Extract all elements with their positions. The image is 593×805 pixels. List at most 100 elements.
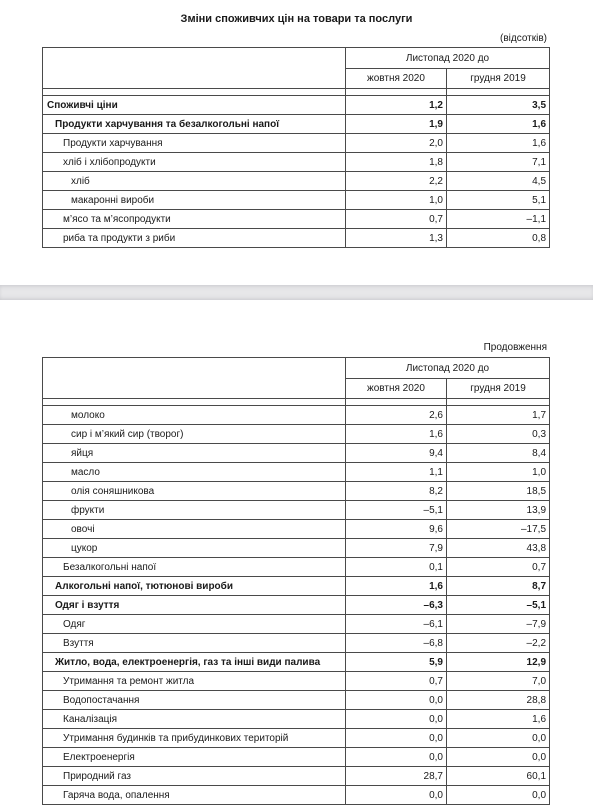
row-label: цукор [42, 538, 346, 558]
row-label: Утримання будинків та прибудинкових тери… [42, 728, 346, 748]
row-label: Безалкогольні напої [42, 557, 346, 577]
table-row: Електроенергія 0,0 0,0 [42, 747, 551, 767]
table-row: фрукти –5,1 13,9 [42, 500, 551, 520]
row-label: яйця [42, 443, 346, 463]
row-value-dec-2019: 7,0 [445, 671, 551, 691]
row-label: Взуття [42, 633, 346, 653]
row-label: м’ясо та м’ясопродукти [42, 209, 346, 229]
header-row-columns: жовтня 2020 грудня 2019 [43, 68, 551, 89]
row-label: Споживчі ціни [42, 95, 346, 115]
table-row: хліб 2,2 4,5 [42, 171, 551, 191]
row-value-dec-2019: 0,0 [445, 747, 551, 767]
table-row: Одяг і взуття –6,3 –5,1 [42, 595, 551, 615]
table-row: масло 1,1 1,0 [42, 462, 551, 482]
row-value-prev-month: 0,0 [345, 690, 447, 710]
row-label: фрукти [42, 500, 346, 520]
row-value-prev-month: 28,7 [345, 766, 447, 786]
row-value-dec-2019: 0,3 [445, 424, 551, 444]
row-label: Електроенергія [42, 747, 346, 767]
table-row: Продукти харчування та безалкогольні нап… [42, 114, 551, 134]
row-label: Каналізація [42, 709, 346, 729]
table-row: молоко 2,6 1,7 [42, 405, 551, 425]
table-row: Споживчі ціни 1,2 3,5 [42, 95, 551, 115]
row-label: Житло, вода, електроенергія, газ та інші… [42, 652, 346, 672]
row-value-dec-2019: –2,2 [445, 633, 551, 653]
header-col-prev-month: жовтня 2020 [345, 68, 447, 89]
table-row: макаронні вироби 1,0 5,1 [42, 190, 551, 210]
row-value-prev-month: 1,2 [345, 95, 447, 115]
row-value-prev-month: 1,6 [345, 424, 447, 444]
continuation-note: Продовження [483, 342, 547, 353]
price-change-table-page-2: Листопад 2020 до жовтня 2020 грудня 2019… [42, 357, 551, 805]
row-label: хліб [42, 171, 346, 191]
row-value-prev-month: 9,6 [345, 519, 447, 539]
table-row: м’ясо та м’ясопродукти 0,7 –1,1 [42, 209, 551, 229]
header-row-group: Листопад 2020 до [42, 47, 551, 89]
table-row: Утримання та ремонт житла 0,7 7,0 [42, 671, 551, 691]
row-value-prev-month: 0,0 [345, 747, 447, 767]
row-label: Продукти харчування [42, 133, 346, 153]
table-row: олія соняшникова 8,2 18,5 [42, 481, 551, 501]
row-value-dec-2019: 8,7 [445, 576, 551, 596]
row-value-prev-month: 0,0 [345, 785, 447, 805]
document-page-2: Продовження Листопад 2020 до жовтня 2020… [0, 300, 593, 805]
row-value-prev-month: 2,6 [345, 405, 447, 425]
row-value-prev-month: 2,2 [345, 171, 447, 191]
row-label: олія соняшникова [42, 481, 346, 501]
row-label: Природний газ [42, 766, 346, 786]
table-row: Гаряча вода, опалення 0,0 0,0 [42, 785, 551, 805]
row-value-dec-2019: 12,9 [445, 652, 551, 672]
table-row: Утримання будинків та прибудинкових тери… [42, 728, 551, 748]
row-label: Продукти харчування та безалкогольні нап… [42, 114, 346, 134]
row-label: макаронні вироби [42, 190, 346, 210]
row-value-prev-month: 0,7 [345, 209, 447, 229]
price-change-table-page-1: Листопад 2020 до жовтня 2020 грудня 2019… [42, 47, 551, 248]
table-row: Природний газ 28,7 60,1 [42, 766, 551, 786]
row-value-dec-2019: 4,5 [445, 171, 551, 191]
row-label: хліб і хлібопродукти [42, 152, 346, 172]
table-body-page-1: Споживчі ціни 1,2 3,5 Продукти харчування т… [42, 95, 551, 248]
row-value-dec-2019: –5,1 [445, 595, 551, 615]
row-value-dec-2019: 1,7 [445, 405, 551, 425]
header-col-dec-2019: грудня 2019 [445, 68, 551, 89]
row-value-prev-month: 2,0 [345, 133, 447, 153]
row-label: сир і м’який сир (творог) [42, 424, 346, 444]
document-page-1: Зміни споживчих цін на товари та послуги… [0, 0, 593, 285]
row-value-prev-month: 1,1 [345, 462, 447, 482]
row-value-dec-2019: 0,7 [445, 557, 551, 577]
row-label: Одяг [42, 614, 346, 634]
row-value-prev-month: 0,7 [345, 671, 447, 691]
row-value-dec-2019: 0,0 [445, 728, 551, 748]
spacer-row [42, 398, 551, 406]
table-row: Взуття –6,8 –2,2 [42, 633, 551, 653]
document-title: Зміни споживчих цін на товари та послуги [180, 13, 413, 25]
row-label: овочі [42, 519, 346, 539]
row-value-dec-2019: 18,5 [445, 481, 551, 501]
row-value-prev-month: –6,3 [345, 595, 447, 615]
row-value-dec-2019: –1,1 [445, 209, 551, 229]
table-row: хліб і хлібопродукти 1,8 7,1 [42, 152, 551, 172]
table-row: Алкогольні напої, тютюнові вироби 1,6 8,7 [42, 576, 551, 596]
row-value-prev-month: 5,9 [345, 652, 447, 672]
page-separator [0, 285, 593, 300]
header-row-group: Листопад 2020 до [42, 357, 551, 399]
row-value-prev-month: –6,1 [345, 614, 447, 634]
row-label: молоко [42, 405, 346, 425]
row-value-dec-2019: 1,0 [445, 462, 551, 482]
row-value-dec-2019: –17,5 [445, 519, 551, 539]
row-value-dec-2019: 0,0 [445, 785, 551, 805]
spacer-row [42, 88, 551, 96]
table-row: Одяг –6,1 –7,9 [42, 614, 551, 634]
row-value-dec-2019: 60,1 [445, 766, 551, 786]
row-value-prev-month: 0,1 [345, 557, 447, 577]
row-value-dec-2019: 1,6 [445, 709, 551, 729]
table-row: Каналізація 0,0 1,6 [42, 709, 551, 729]
table-row: сир і м’який сир (творог) 1,6 0,3 [42, 424, 551, 444]
table-row: Продукти харчування 2,0 1,6 [42, 133, 551, 153]
header-col-dec-2019: грудня 2019 [445, 378, 551, 399]
row-label: Водопостачання [42, 690, 346, 710]
row-value-dec-2019: 0,8 [445, 228, 551, 248]
table-row: овочі 9,6 –17,5 [42, 519, 551, 539]
header-col-prev-month: жовтня 2020 [345, 378, 447, 399]
row-value-dec-2019: –7,9 [445, 614, 551, 634]
